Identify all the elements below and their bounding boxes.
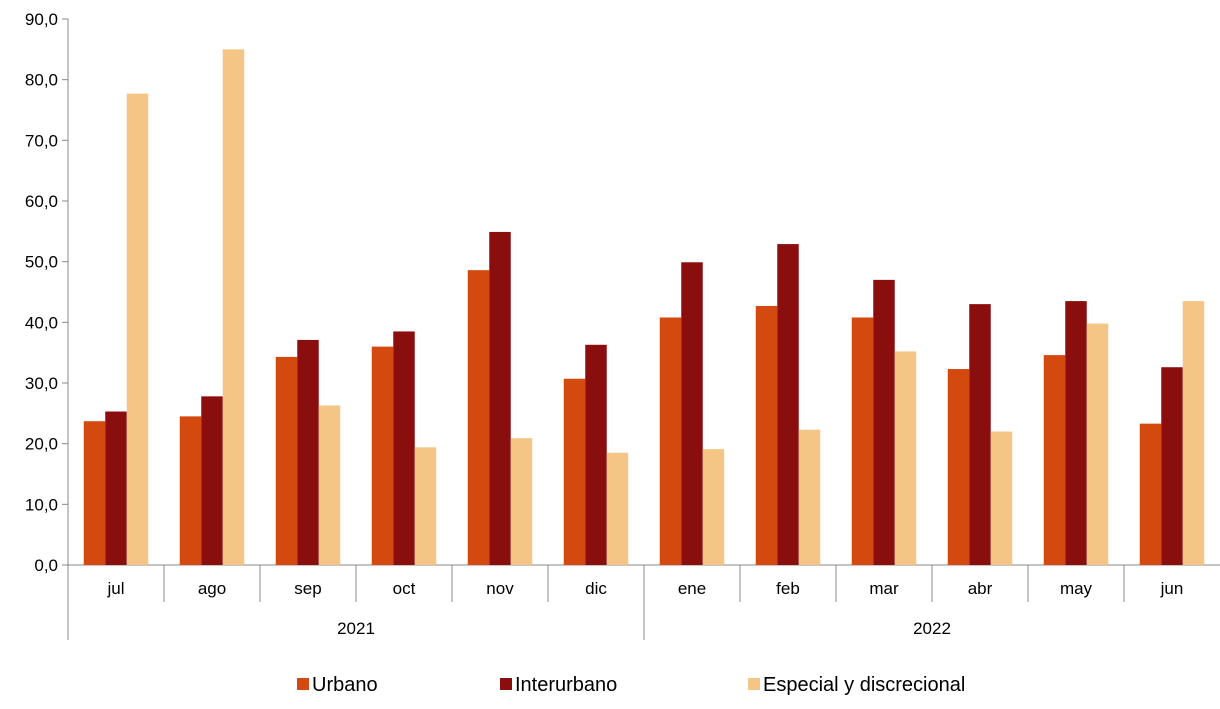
x-category-label: jun: [1160, 579, 1184, 598]
legend-item-urbano: Urbano: [297, 674, 378, 696]
bar-urbano-may: [1043, 355, 1066, 565]
legend: Urbano Interurbano Especial y discrecional: [297, 674, 965, 696]
bar-urbano-feb: [755, 305, 778, 565]
x-category-label: oct: [393, 579, 416, 598]
bar-interurbano-feb: [777, 244, 799, 565]
bar-especial-y-discrecional-feb: [798, 429, 821, 565]
x-category-label: may: [1060, 579, 1093, 598]
bar-interurbano-sep: [297, 339, 319, 565]
x-category-label: mar: [869, 579, 899, 598]
bar-interurbano-nov: [489, 231, 511, 565]
legend-item-interurbano: Interurbano: [500, 674, 617, 696]
x-category-label: ene: [678, 579, 706, 598]
legend-swatch: [297, 678, 309, 690]
legend-label: Interurbano: [515, 674, 617, 696]
bar-interurbano-may: [1065, 301, 1087, 565]
bars: [83, 49, 1205, 566]
bar-urbano-dic: [563, 378, 586, 565]
bar-interurbano-abr: [969, 304, 991, 565]
x-group-label: 2022: [913, 619, 951, 638]
bar-urbano-ago: [179, 416, 202, 565]
legend-swatch: [748, 678, 760, 690]
bar-urbano-mar: [851, 317, 874, 565]
y-tick-label: 30,0: [25, 374, 58, 393]
x-category-label: dic: [585, 579, 607, 598]
bar-urbano-abr: [947, 369, 970, 565]
y-tick-label: 10,0: [25, 495, 58, 514]
y-tick-label: 80,0: [25, 71, 58, 90]
x-axis-categories: jul ago sep oct nov dic ene feb mar abr may jun: [67, 565, 1184, 602]
bar-especial-y-discrecional-jul: [126, 93, 149, 566]
bar-especial-y-discrecional-abr: [990, 431, 1013, 565]
y-tick-label: 50,0: [25, 253, 58, 272]
x-category-label: sep: [294, 579, 321, 598]
bar-interurbano-ene: [681, 262, 703, 565]
y-tick-label: 40,0: [25, 313, 58, 332]
y-axis-ticks: 0,0 10,0 20,0 30,0 40,0 50,0 60,0 70,0 80,0 90,0: [25, 10, 68, 575]
bar-urbano-nov: [467, 270, 490, 565]
bar-especial-y-discrecional-ene: [702, 449, 725, 565]
y-tick-label: 0,0: [34, 556, 58, 575]
bar-especial-y-discrecional-ago: [222, 49, 245, 566]
bar-interurbano-jun: [1161, 367, 1183, 565]
bar-especial-y-discrecional-mar: [894, 351, 917, 565]
x-category-label: abr: [968, 579, 993, 598]
bar-interurbano-dic: [585, 344, 607, 565]
bar-especial-y-discrecional-nov: [510, 438, 533, 565]
bar-especial-y-discrecional-oct: [414, 447, 437, 565]
bar-urbano-oct: [371, 346, 394, 565]
x-category-label: ago: [198, 579, 226, 598]
legend-label: Urbano: [312, 674, 378, 696]
bar-especial-y-discrecional-jun: [1182, 301, 1205, 565]
bar-urbano-jul: [83, 421, 106, 565]
bar-urbano-ene: [659, 317, 682, 565]
x-group-label: 2021: [337, 619, 375, 638]
y-tick-label: 70,0: [25, 131, 58, 150]
bar-interurbano-ago: [201, 396, 223, 565]
bar-interurbano-jul: [105, 411, 127, 565]
bar-urbano-sep: [275, 356, 298, 565]
x-axis-groups: 2021 2022: [67, 602, 951, 640]
bar-especial-y-discrecional-may: [1086, 323, 1109, 565]
legend-item-especial-y-discrecional: Especial y discrecional: [748, 674, 965, 696]
x-category-label: feb: [776, 579, 800, 598]
bar-especial-y-discrecional-dic: [606, 452, 629, 565]
x-category-label: jul: [106, 579, 124, 598]
bar-interurbano-oct: [393, 331, 415, 565]
y-tick-label: 60,0: [25, 192, 58, 211]
y-tick-label: 90,0: [25, 10, 58, 29]
legend-swatch: [500, 678, 512, 690]
bar-interurbano-mar: [873, 279, 895, 565]
x-category-label: nov: [486, 579, 514, 598]
bar-especial-y-discrecional-sep: [318, 405, 341, 565]
y-tick-label: 20,0: [25, 435, 58, 454]
bar-urbano-jun: [1139, 423, 1162, 565]
legend-label: Especial y discrecional: [763, 674, 965, 696]
